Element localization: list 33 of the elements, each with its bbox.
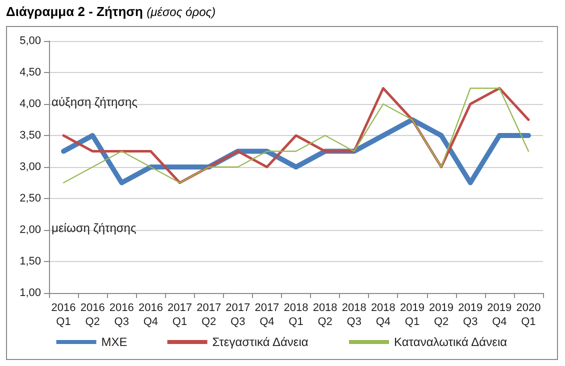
x-tick-label: 2018 Q3: [342, 302, 366, 328]
annotation: μείωση ζήτησης: [52, 221, 136, 235]
legend-label: Στεγαστικά Δάνεια: [212, 335, 308, 349]
y-tick-label: 2,00: [20, 224, 41, 236]
x-tick-label: 2016 Q2: [80, 302, 105, 328]
x-tick-label: 2018 Q1: [284, 302, 308, 328]
x-tick-label: 2019 Q2: [429, 302, 454, 328]
legend-label: Καταναλωτικά Δάνεια: [394, 335, 508, 349]
x-tick-label: 2017 Q1: [168, 302, 192, 328]
x-tick-label: 2016 Q4: [138, 302, 163, 328]
x-tick-label: 2016 Q3: [109, 302, 134, 328]
y-tick-label: 1,00: [20, 287, 41, 299]
y-tick-label: 5,00: [20, 35, 41, 47]
x-tick-label: 2019 Q4: [487, 302, 512, 328]
chart-subtitle: (μέσος όρος): [146, 5, 216, 19]
x-tick-label: 2018 Q2: [312, 302, 338, 328]
y-tick-label: 2,50: [20, 192, 41, 204]
y-tick-label: 4,50: [20, 66, 41, 78]
annotation: αύξηση ζήτησης: [52, 95, 138, 109]
x-tick-label: 2019 Q1: [400, 302, 424, 328]
x-tick-label: 2016 Q1: [51, 302, 76, 328]
y-tick-label: 1,50: [20, 256, 41, 268]
x-tick-label: 2018 Q4: [370, 302, 396, 328]
x-tick-label: 2017 Q2: [196, 302, 222, 328]
x-tick-label: 2020 Q1: [516, 302, 541, 328]
x-tick-label: 2019 Q3: [458, 302, 483, 328]
y-tick-label: 3,00: [20, 161, 41, 173]
x-tick-label: 2017 Q3: [226, 302, 250, 328]
y-tick-label: 4,00: [20, 98, 41, 110]
legend-label: ΜΧΕ: [101, 335, 128, 349]
y-tick-label: 3,50: [20, 130, 41, 142]
x-tick-label: 2017 Q4: [254, 302, 280, 328]
chart-title: Διάγραμμα 2 - Ζήτηση: [6, 4, 143, 19]
